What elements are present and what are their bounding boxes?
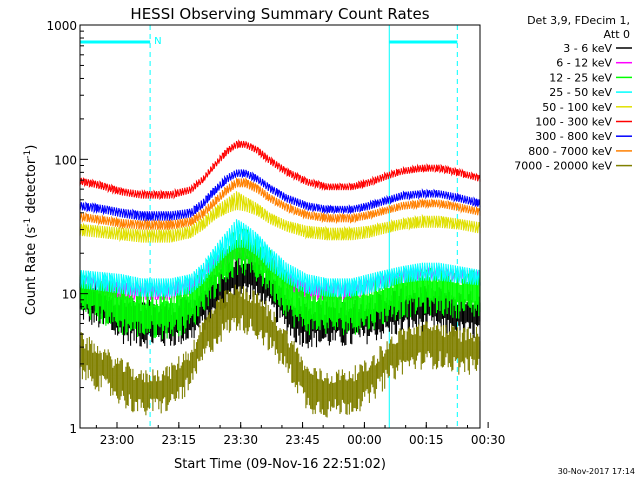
legend-label: 12 - 25 keV	[549, 71, 612, 84]
x-tick-label: 23:15	[162, 433, 197, 447]
legend-label: 6 - 12 keV	[556, 57, 612, 70]
y-tick-label: 1	[69, 422, 77, 436]
legend-label: 7000 - 20000 keV	[514, 160, 612, 173]
series-line-4	[79, 191, 481, 243]
series-line-5	[79, 139, 481, 201]
y-tick-label: 100	[54, 153, 77, 167]
x-tick-label: 23:00	[100, 433, 135, 447]
x-tick-label: 00:15	[409, 433, 444, 447]
night-flag-label: N	[154, 36, 161, 47]
legend-label: 50 - 100 keV	[542, 101, 612, 114]
footer-date: 30-Nov-2017 17:14	[558, 467, 635, 476]
y-axis-label-main: Count Rate (s	[24, 227, 39, 316]
legend-label: 100 - 300 keV	[535, 116, 612, 129]
y-axis-label-unit: detector	[24, 158, 39, 218]
y-axis-label-close: )	[24, 145, 39, 150]
y-axis-label-exp1: -1	[23, 218, 33, 227]
legend-header-line1: Det 3,9, FDecim 1,	[527, 14, 630, 27]
series-line-7	[79, 176, 481, 230]
x-tick-label: 23:45	[285, 433, 320, 447]
y-axis-ticks: 1 10 100 1000	[46, 19, 88, 436]
legend-label: 25 - 50 keV	[549, 86, 612, 99]
y-axis-label: Count Rate (s-1 detector-1)	[23, 145, 39, 316]
x-tick-label: 00:00	[347, 433, 382, 447]
x-tick-label: 23:30	[223, 433, 258, 447]
legend-header-line2: Att 0	[604, 28, 630, 41]
series-line-3	[79, 219, 481, 297]
legend-label: 300 - 800 keV	[535, 130, 612, 143]
axes-group	[79, 24, 481, 429]
chart-title: HESSI Observing Summary Count Rates	[130, 5, 429, 23]
x-tick-label: 00:30	[471, 433, 506, 447]
y-tick-label: 10	[62, 288, 77, 302]
y-tick-label: 1000	[46, 19, 77, 33]
x-axis-ticks: 23:00 23:15 23:30 23:45 00:00 00:15 00:30	[95, 422, 506, 447]
series-group	[79, 139, 481, 418]
series-line-6	[79, 169, 481, 223]
legend-label: 800 - 7000 keV	[528, 145, 612, 158]
legend-label: 3 - 6 keV	[563, 42, 612, 55]
x-axis-label: Start Time (09-Nov-16 22:51:02)	[174, 457, 386, 472]
plot-frame	[79, 24, 481, 429]
y-axis-label-exp2: -1	[23, 150, 33, 159]
